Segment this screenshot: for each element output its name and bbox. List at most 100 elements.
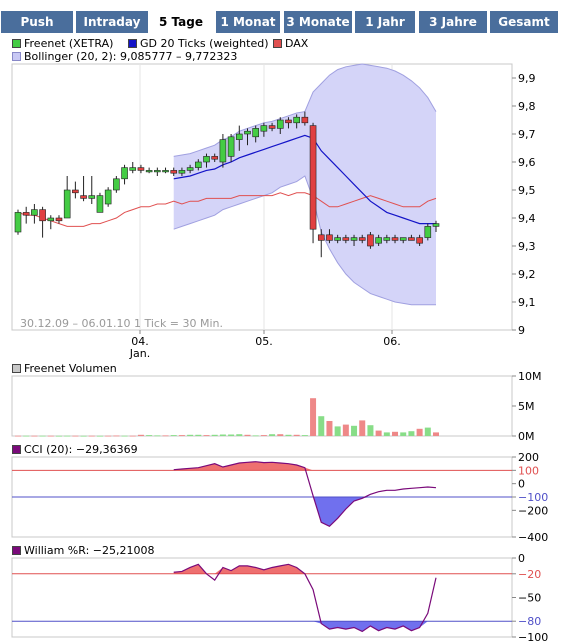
legend-dax-label: DAX: [285, 37, 309, 50]
candle-body: [186, 167, 194, 171]
volume-bar: [72, 435, 79, 437]
x-tick-label: 04.: [131, 335, 149, 348]
volume-bar: [277, 434, 284, 436]
tab-5-tage[interactable]: 5 Tage: [148, 11, 214, 33]
candle-body: [22, 212, 30, 216]
candle-body: [293, 116, 300, 124]
tab-gesamt[interactable]: Gesamt: [490, 11, 558, 33]
price-y-ticks: 9,9 9,8 9,7 9,6 9,5 9,4 9,3 9,2 9,1 9: [512, 72, 536, 337]
price-tick-label: 9,2: [518, 268, 536, 281]
volume-bar: [88, 435, 95, 437]
candle-body: [227, 136, 235, 157]
candle-body: [309, 125, 317, 230]
willr-y-ticks: 0 −20 −50 −80 −100: [512, 552, 548, 644]
tab-1-jahr[interactable]: 1 Jahr: [355, 11, 415, 33]
candle-body: [145, 170, 153, 173]
volume-bar: [105, 435, 112, 437]
cci-swatch: [12, 445, 21, 454]
x-tick-sublabel: Jan.: [129, 347, 150, 360]
volume-bar: [219, 434, 226, 436]
candle-body: [317, 234, 325, 241]
volume-bar: [23, 435, 30, 437]
candle-body: [342, 237, 350, 241]
x-tick-label: 05.: [255, 335, 273, 348]
legend-bollinger-label: Bollinger (20, 2): 9,085777 – 9,772323: [24, 50, 238, 63]
candle-body: [39, 209, 46, 222]
candle-body: [137, 167, 145, 171]
dax-swatch: [273, 39, 282, 48]
tab-3-jahre[interactable]: 3 Jahre: [419, 11, 487, 33]
volume-bar: [121, 435, 128, 437]
chart-info: 30.12.09 – 06.01.10 1 Tick = 30 Min.: [20, 317, 223, 330]
candle-body: [358, 237, 366, 241]
bollinger-swatch: [12, 52, 21, 61]
volume-bar: [47, 435, 54, 437]
volume-bar: [96, 435, 103, 437]
gd20-series: [173, 134, 436, 225]
volume-bar: [113, 435, 120, 437]
cci-tick-label: −100: [518, 491, 548, 504]
candle-body: [129, 167, 137, 171]
volume-bar: [31, 435, 38, 437]
candle-body: [178, 170, 186, 174]
willr-tick-label: −50: [518, 592, 541, 605]
volume-bar: [228, 434, 235, 436]
volume-bar: [416, 428, 423, 436]
candle-body: [367, 234, 374, 247]
willr-tick-label: 0: [518, 552, 525, 565]
candle-body: [211, 156, 219, 160]
cci-tick-label: −200: [518, 504, 548, 517]
volume-bar: [252, 435, 259, 437]
volume-y-ticks: 10M 5M 0M: [512, 370, 542, 443]
legend-freenet-label: Freenet (XETRA): [24, 37, 114, 50]
x-axis-labels: 04.Jan. 05. 06.: [129, 330, 401, 360]
cci-plot: [12, 461, 512, 528]
volume-bar: [178, 435, 185, 436]
volume-bar: [55, 435, 62, 437]
candle-body: [383, 237, 391, 241]
candle-body: [203, 156, 210, 163]
price-tick-label: 9,6: [518, 156, 536, 169]
candle-body: [63, 189, 71, 219]
candle-body: [104, 189, 112, 205]
candle-body: [72, 189, 79, 194]
candles: [14, 111, 440, 258]
volume-bar: [64, 435, 71, 437]
tab-3-monate[interactable]: 3 Monate: [284, 11, 352, 33]
price-tick-label: 9: [518, 324, 525, 337]
cci-tick-label: 0: [518, 478, 525, 491]
volume-bar: [375, 430, 382, 436]
candle-body: [235, 133, 243, 140]
candle-body: [424, 226, 432, 238]
legend-bollinger: Bollinger (20, 2): 9,085777 – 9,772323: [12, 50, 237, 63]
volume-tick-label: 5M: [518, 400, 535, 413]
candle-body: [301, 116, 309, 124]
volume-bar: [162, 435, 169, 437]
candle-body: [416, 237, 423, 244]
volume-swatch: [12, 364, 21, 373]
gd20-swatch: [128, 39, 137, 48]
volume-bar: [342, 424, 349, 436]
candle-body: [121, 167, 128, 180]
price-panel-frame: [11, 63, 513, 331]
volume-bar: [310, 398, 317, 436]
legend-freenet: Freenet (XETRA): [12, 37, 113, 50]
candle-body: [162, 170, 169, 173]
tab-push[interactable]: Push: [1, 11, 73, 33]
candle-body: [285, 119, 292, 124]
candle-body: [195, 161, 202, 168]
price-tick-label: 9,5: [518, 184, 536, 197]
willr-swatch: [12, 546, 21, 555]
willr-line: [173, 563, 437, 633]
candle-body: [244, 130, 251, 135]
candle-body: [219, 139, 227, 163]
candle-body: [334, 237, 341, 241]
candle-body: [170, 170, 178, 174]
volume-bar: [293, 434, 300, 436]
tab-1-monat[interactable]: 1 Monat: [216, 11, 280, 33]
price-tick-label: 9,1: [518, 296, 536, 309]
legend-dax: DAX: [273, 37, 308, 50]
volume-bar: [137, 434, 144, 436]
tab-intraday[interactable]: Intraday: [76, 11, 148, 33]
